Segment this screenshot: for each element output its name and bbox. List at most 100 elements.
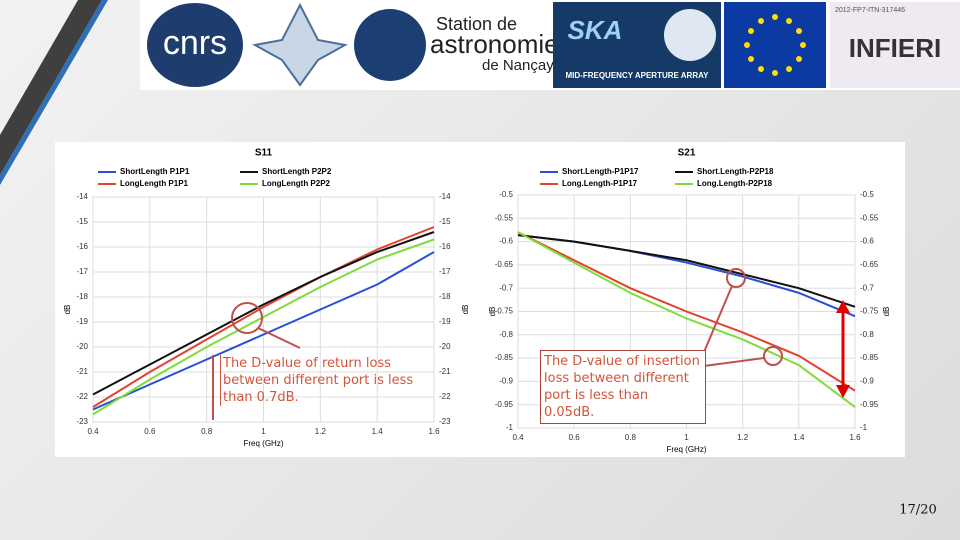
y2-axis-label: dB	[882, 307, 891, 317]
y2-tick-label: -0.8	[860, 330, 874, 339]
legend-label: ShortLength P1P1	[120, 167, 190, 176]
x-axis-label: Freq (GHz)	[667, 445, 707, 454]
nancay-logo	[354, 9, 426, 81]
x-tick-label: 1.4	[372, 427, 384, 436]
y2-tick-label: -1	[860, 423, 868, 432]
y-tick-label: -20	[76, 342, 88, 351]
infieri-code: 2012-FP7-ITN-317446	[835, 7, 905, 14]
y-tick-label: -0.55	[495, 213, 514, 222]
y-tick-label: -15	[76, 217, 88, 226]
y-tick-label: -0.6	[499, 237, 513, 246]
y2-tick-label: -0.75	[860, 307, 879, 316]
x-tick-label: 1.4	[793, 433, 805, 442]
y2-tick-label: -19	[439, 317, 451, 326]
legend-label: Short.Length-P1P17	[562, 167, 639, 176]
page-number: 17/20	[899, 503, 936, 518]
callout-mark	[257, 327, 301, 349]
y2-tick-label: -14	[439, 192, 451, 201]
y-tick-label: -17	[76, 267, 88, 276]
series-line	[517, 231, 856, 408]
y2-tick-label: -20	[439, 342, 451, 351]
annotation: The D-value of return loss between diffe…	[220, 355, 433, 406]
chart-title: S21	[678, 148, 696, 159]
x-tick-label: 0.8	[625, 433, 637, 442]
x-tick-label: 0.8	[201, 427, 213, 436]
y-tick-label: -0.65	[495, 260, 514, 269]
series-line	[517, 234, 856, 308]
cnrs-logo	[147, 3, 243, 87]
series-line	[92, 226, 435, 408]
cnrs-text: cnrs	[163, 24, 227, 62]
y-tick-label: -0.7	[499, 283, 513, 292]
series-line	[92, 238, 435, 416]
callout-mark	[703, 285, 733, 353]
y-tick-label: -16	[76, 242, 88, 251]
y2-tick-label: -0.9	[860, 377, 874, 386]
callout-mark	[703, 357, 765, 367]
y2-tick-label: -0.85	[860, 353, 879, 362]
legend-label: Long.Length-P1P17	[562, 179, 638, 188]
y2-tick-label: -16	[439, 242, 451, 251]
infieri-text: INFIERI	[849, 33, 941, 63]
y2-tick-label: -18	[439, 292, 451, 301]
y-tick-label: -21	[76, 367, 88, 376]
y-tick-label: -0.95	[495, 400, 514, 409]
nancay-text: de Nançay	[482, 57, 554, 74]
x-tick-label: 0.4	[87, 427, 99, 436]
legend-label: Long.Length-P2P18	[697, 179, 773, 188]
y-axis-label: dB	[63, 305, 72, 315]
y2-tick-label: -17	[439, 267, 451, 276]
y-tick-label: -22	[76, 392, 88, 401]
callout-arrowhead	[836, 300, 850, 313]
annotation: The D-value of insertion loss between di…	[540, 350, 706, 424]
x-tick-label: 1	[684, 433, 689, 442]
y-tick-label: -19	[76, 317, 88, 326]
x-tick-label: 0.4	[512, 433, 524, 442]
x-tick-label: 1.2	[315, 427, 327, 436]
chart-title: S11	[255, 148, 273, 159]
y-tick-label: -18	[76, 292, 88, 301]
callout-mark	[231, 302, 263, 334]
x-tick-label: 1	[261, 427, 266, 436]
y2-tick-label: -23	[439, 417, 451, 426]
y2-tick-label: -22	[439, 392, 451, 401]
apc-logo	[252, 2, 348, 87]
y-tick-label: -14	[76, 192, 88, 201]
ska-sub-text: MID-FREQUENCY APERTURE ARRAY	[566, 71, 710, 80]
y2-tick-label: -0.55	[860, 213, 879, 222]
y2-tick-label: -15	[439, 217, 451, 226]
y-tick-label: -0.75	[495, 307, 514, 316]
series-line	[92, 231, 435, 396]
x-tick-label: 0.6	[569, 433, 581, 442]
y2-tick-label: -0.6	[860, 237, 874, 246]
y2-axis-label: dB	[461, 305, 470, 315]
radio-text: Radio	[356, 29, 424, 59]
callout-mark	[726, 268, 746, 288]
y-tick-label: -0.85	[495, 353, 514, 362]
y2-tick-label: -0.7	[860, 283, 874, 292]
station-text: Station de	[436, 14, 517, 34]
callout-arrowhead	[836, 385, 850, 398]
y-tick-label: -0.9	[499, 377, 513, 386]
x-tick-label: 1.6	[428, 427, 440, 436]
eu-stars	[744, 14, 806, 76]
y2-tick-label: -0.5	[860, 190, 874, 199]
y-tick-label: -0.5	[499, 190, 513, 199]
decor-stripe	[0, 0, 108, 185]
y-axis-label: dB	[488, 307, 497, 317]
x-axis-label: Freq (GHz)	[244, 439, 284, 448]
legend-label: LongLength P1P1	[120, 179, 189, 188]
infieri-logo	[830, 2, 960, 88]
y2-tick-label: -21	[439, 367, 451, 376]
astronomie-text: astronomie	[430, 29, 559, 59]
legend-label: LongLength P2P2	[262, 179, 331, 188]
legend-label: Short.Length-P2P18	[697, 167, 774, 176]
legend-label: ShortLength P2P2	[262, 167, 332, 176]
y-tick-label: -23	[76, 417, 88, 426]
series-line	[517, 231, 856, 392]
x-tick-label: 1.2	[737, 433, 749, 442]
series-line	[92, 251, 435, 411]
x-tick-label: 0.6	[144, 427, 156, 436]
